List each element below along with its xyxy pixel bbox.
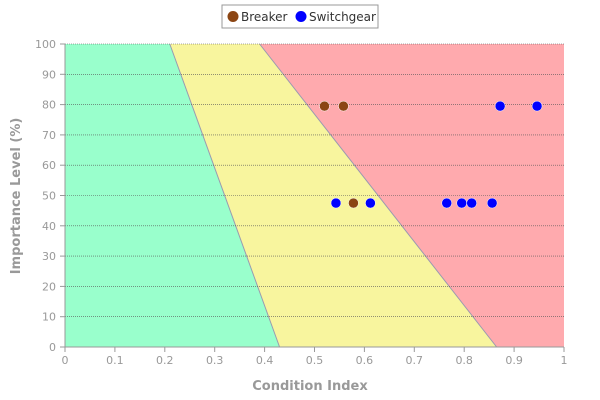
y-tick-label: 60 <box>42 159 56 172</box>
x-tick-label: 0.2 <box>156 354 174 367</box>
y-tick-label: 40 <box>42 220 56 233</box>
region-low-risk <box>65 44 280 347</box>
point-breaker[interactable] <box>319 100 330 112</box>
legend-marker-switchgear <box>295 11 307 22</box>
boundary-line-low <box>169 43 281 348</box>
x-tick-label: 1 <box>561 354 568 367</box>
x-tick-label: 0.6 <box>356 354 374 367</box>
x-tick-label: 0.7 <box>406 354 424 367</box>
x-axis-ticks: 0 0.1 0.2 0.3 0.4 0.5 0.6 0.7 0.8 0.9 1 <box>62 347 568 367</box>
x-tick-label: 0.3 <box>206 354 224 367</box>
point-switchgear[interactable] <box>441 197 452 209</box>
y-tick-label: 10 <box>42 311 56 324</box>
x-tick-label: 0.8 <box>455 354 473 367</box>
point-switchgear[interactable] <box>466 197 477 209</box>
x-axis-title: Condition Index <box>252 379 368 394</box>
x-tick-label: 0 <box>62 354 69 367</box>
legend: Breaker Switchgear <box>221 4 379 29</box>
y-tick-label: 30 <box>42 250 56 263</box>
boundary-line-high <box>259 43 498 348</box>
y-tick-label: 90 <box>42 68 56 81</box>
data-points <box>319 100 543 209</box>
point-switchgear[interactable] <box>330 197 342 209</box>
point-breaker[interactable] <box>348 197 359 209</box>
y-axis-title: Importance Level (%) <box>9 118 24 275</box>
legend-label-breaker[interactable]: Breaker <box>241 10 288 24</box>
x-tick-label: 0.5 <box>306 354 324 367</box>
point-switchgear[interactable] <box>486 197 498 209</box>
point-switchgear[interactable] <box>531 100 543 112</box>
x-tick-label: 0.1 <box>106 354 124 367</box>
legend-label-switchgear[interactable]: Switchgear <box>309 10 376 24</box>
x-tick-label: 0.9 <box>505 354 523 367</box>
y-tick-label: 80 <box>42 99 56 112</box>
point-switchgear[interactable] <box>456 197 467 209</box>
y-tick-label: 50 <box>42 190 56 203</box>
point-breaker[interactable] <box>338 100 349 112</box>
y-tick-label: 20 <box>42 280 56 293</box>
y-axis-ticks: 0 10 20 30 40 50 60 70 80 90 100 <box>35 38 65 354</box>
point-switchgear[interactable] <box>494 100 506 112</box>
y-tick-label: 0 <box>49 341 56 354</box>
y-tick-label: 70 <box>42 129 56 142</box>
point-switchgear[interactable] <box>365 197 376 209</box>
y-tick-label: 100 <box>35 38 56 51</box>
x-tick-label: 0.4 <box>256 354 274 367</box>
legend-marker-breaker <box>227 11 239 22</box>
plot-background <box>65 43 564 348</box>
